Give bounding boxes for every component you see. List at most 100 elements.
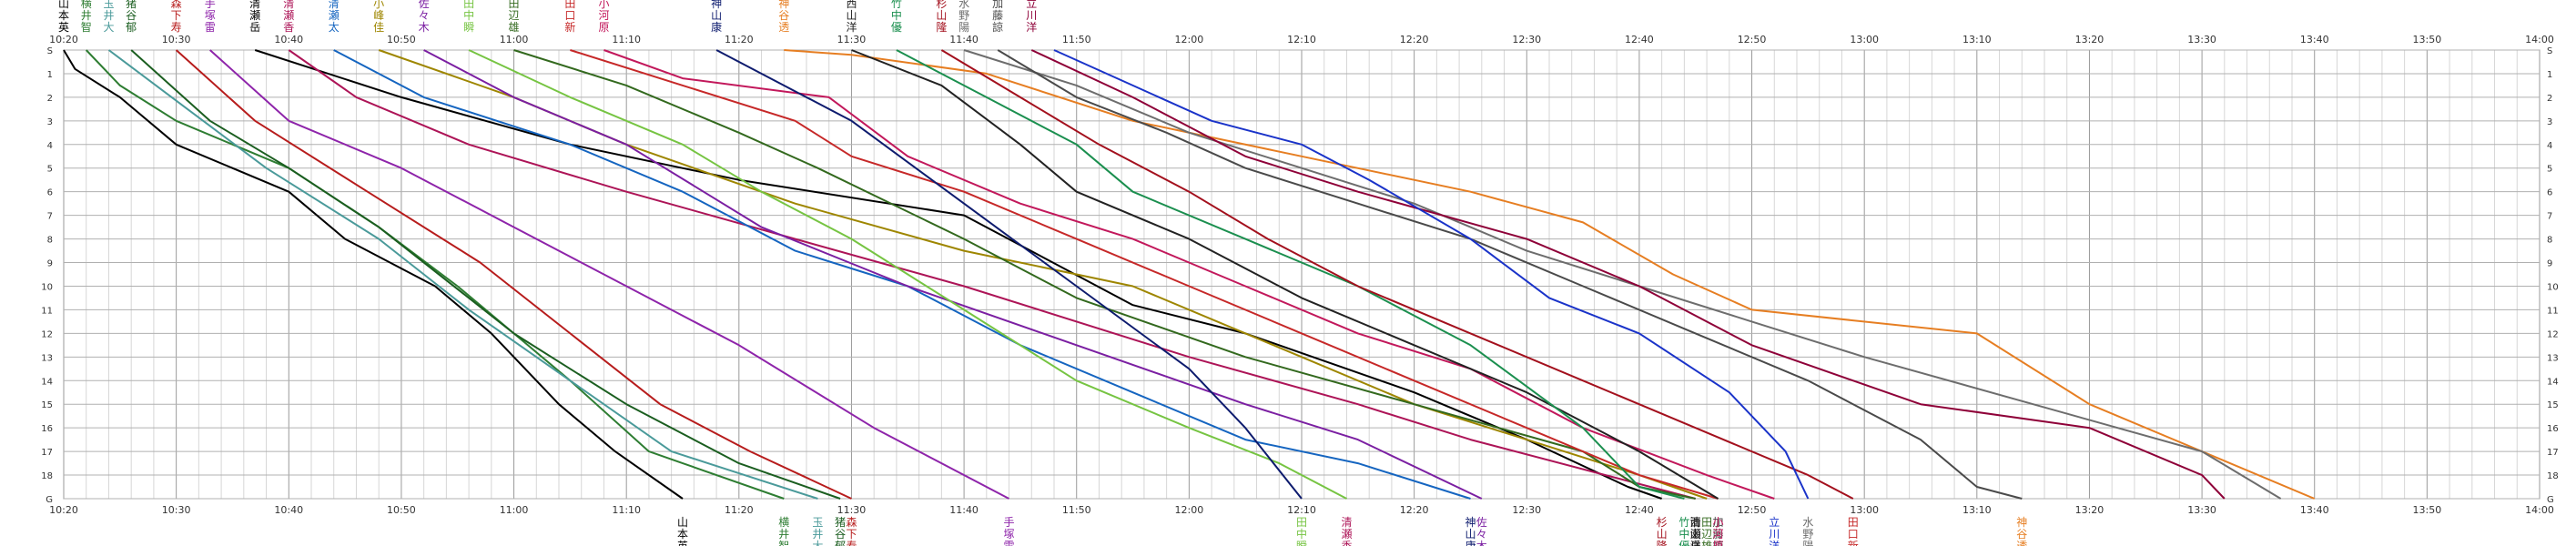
x-tick-label-top: 13:00 bbox=[1850, 34, 1879, 46]
x-tick-label-top: 13:10 bbox=[1962, 34, 1992, 46]
y-tick-label-left: 17 bbox=[41, 448, 53, 458]
bottom-name-12: 清瀬岳 bbox=[1690, 516, 1701, 546]
x-tick-label-bottom: 11:00 bbox=[500, 504, 529, 516]
y-tick-label-left: 2 bbox=[47, 94, 53, 104]
series-line-10 bbox=[423, 49, 1483, 500]
bottom-name-2: 玉井大 bbox=[812, 516, 823, 546]
series-lines bbox=[63, 49, 2316, 500]
top-name-10: 佐々木 bbox=[419, 0, 430, 34]
x-tick-label-top: 12:20 bbox=[1400, 34, 1429, 46]
y-tick-label-right: 18 bbox=[2547, 471, 2559, 481]
series-line-12 bbox=[513, 49, 1696, 500]
x-tick-label-bottom: 13:50 bbox=[2413, 504, 2442, 516]
top-name-20: 水野陽 bbox=[958, 0, 969, 34]
y-tick-label-right: 9 bbox=[2547, 259, 2552, 269]
y-tick-label-right: 13 bbox=[2547, 353, 2559, 363]
series-line-15 bbox=[715, 49, 1303, 500]
y-tick-label-right: 8 bbox=[2547, 236, 2552, 246]
top-name-6: 清瀬岳 bbox=[249, 0, 260, 34]
x-tick-label-bottom: 12:50 bbox=[1738, 504, 1767, 516]
top-name-19: 杉山隆 bbox=[936, 0, 947, 34]
bottom-name-3: 猪谷郁 bbox=[835, 516, 846, 546]
series-line-11 bbox=[468, 49, 1347, 500]
series-line-6 bbox=[254, 49, 1662, 500]
y-tick-label-left: 3 bbox=[47, 117, 53, 127]
x-tick-label-bottom: 10:50 bbox=[387, 504, 416, 516]
y-tick-label-left: 16 bbox=[41, 424, 53, 434]
y-tick-label-left: 14 bbox=[41, 377, 53, 387]
y-tick-label-left: 1 bbox=[47, 70, 53, 80]
bottom-name-7: 清瀬香 bbox=[1341, 516, 1352, 546]
x-tick-label-bottom: 12:00 bbox=[1175, 504, 1204, 516]
x-tick-label-top: 11:00 bbox=[500, 34, 529, 46]
series-line-4 bbox=[175, 49, 852, 500]
top-name-9: 小峰佳 bbox=[373, 0, 384, 34]
x-tick-label-top: 10:30 bbox=[162, 34, 191, 46]
top-name-13: 田口新 bbox=[564, 0, 575, 34]
top-name-18: 竹中優 bbox=[891, 0, 902, 34]
series-line-18 bbox=[896, 49, 1685, 500]
y-tick-label-right: 2 bbox=[2547, 94, 2552, 104]
x-tick-label-top: 12:50 bbox=[1738, 34, 1767, 46]
x-tick-label-bottom: 11:20 bbox=[725, 504, 754, 516]
x-tick-label-bottom: 12:10 bbox=[1287, 504, 1316, 516]
top-name-22: 立川洋 bbox=[1026, 0, 1037, 34]
top-name-3: 猪谷郁 bbox=[126, 0, 137, 34]
top-name-5: 手塚雷 bbox=[205, 0, 216, 34]
series-line-22 bbox=[1030, 49, 2226, 500]
top-name-0: 山本英 bbox=[58, 0, 69, 34]
y-tick-label-right: 10 bbox=[2547, 282, 2559, 292]
x-tick-label-top: 13:30 bbox=[2187, 34, 2216, 46]
series-line-8 bbox=[333, 49, 1471, 500]
y-tick-label-right: 7 bbox=[2547, 212, 2552, 222]
y-tick-label-left: 9 bbox=[47, 259, 53, 269]
y-tick-label-left: 18 bbox=[41, 471, 53, 481]
top-name-16: 神谷透 bbox=[778, 0, 789, 34]
bottom-name-8: 神山康 bbox=[1465, 516, 1476, 546]
y-tick-label-left: 6 bbox=[47, 188, 53, 198]
y-tick-label-right: 6 bbox=[2547, 188, 2552, 198]
top-name-11: 田中瞬 bbox=[463, 0, 474, 34]
x-tick-label-top: 12:30 bbox=[1512, 34, 1541, 46]
series-line-0 bbox=[63, 49, 684, 500]
x-tick-label-bottom: 13:00 bbox=[1850, 504, 1879, 516]
series-line-21 bbox=[997, 49, 2023, 500]
y-tick-label-left: 11 bbox=[41, 306, 53, 316]
series-line-19 bbox=[940, 49, 1854, 500]
series-line-2 bbox=[107, 49, 818, 500]
top-name-4: 森下寿 bbox=[171, 0, 182, 34]
x-tick-label-bottom: 12:30 bbox=[1512, 504, 1541, 516]
runner-names: 山本英横井智玉井大猪谷郁森下寿手塚雷清瀬岳清瀬香清瀬太小峰佳佐々木田中瞬田辺雄田… bbox=[58, 0, 2027, 546]
series-line-3 bbox=[130, 49, 841, 500]
y-tick-label-right: 11 bbox=[2547, 306, 2559, 316]
x-tick-label-bottom: 12:20 bbox=[1400, 504, 1429, 516]
x-tick-label-bottom: 10:30 bbox=[162, 504, 191, 516]
top-name-17: 西山洋 bbox=[846, 0, 857, 34]
y-tick-label-right: 3 bbox=[2547, 117, 2552, 127]
bottom-name-6: 田中瞬 bbox=[1296, 516, 1307, 546]
x-tick-label-top: 10:40 bbox=[274, 34, 303, 46]
bottom-name-20: 神谷透 bbox=[2016, 516, 2027, 546]
series-line-16 bbox=[784, 49, 2316, 500]
bottom-name-14: 田辺雄 bbox=[1701, 516, 1712, 546]
y-tick-label-right: 15 bbox=[2547, 400, 2559, 410]
y-tick-label-right: 12 bbox=[2547, 329, 2559, 339]
grid bbox=[63, 49, 2541, 500]
x-tick-label-top: 11:50 bbox=[1062, 34, 1091, 46]
bottom-name-0: 山本英 bbox=[677, 516, 688, 546]
x-tick-label-bottom: 13:40 bbox=[2300, 504, 2329, 516]
x-tick-label-bottom: 10:40 bbox=[274, 504, 303, 516]
y-tick-label-left: G bbox=[46, 495, 53, 505]
series-line-13 bbox=[570, 49, 1719, 500]
y-tick-label-right: 17 bbox=[2547, 448, 2559, 458]
x-tick-label-top: 13:40 bbox=[2300, 34, 2329, 46]
series-line-14 bbox=[603, 49, 1775, 500]
bottom-name-4: 森下寿 bbox=[846, 515, 857, 546]
top-name-7: 清瀬香 bbox=[283, 0, 294, 34]
series-line-7 bbox=[288, 49, 1696, 500]
x-tick-label-top: 14:00 bbox=[2525, 34, 2554, 46]
x-tick-label-top: 13:50 bbox=[2413, 34, 2442, 46]
x-tick-label-top: 10:50 bbox=[387, 34, 416, 46]
x-tick-label-bottom: 13:10 bbox=[1962, 504, 1992, 516]
